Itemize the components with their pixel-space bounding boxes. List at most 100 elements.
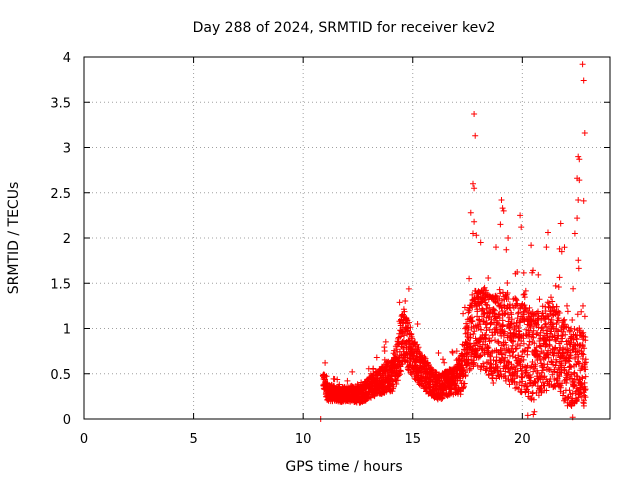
data-point bbox=[568, 402, 574, 408]
data-point bbox=[539, 310, 546, 317]
data-point bbox=[517, 358, 524, 365]
data-point bbox=[580, 197, 587, 204]
data-point bbox=[499, 351, 506, 358]
data-point bbox=[556, 310, 563, 316]
data-point bbox=[462, 372, 469, 379]
data-point bbox=[397, 333, 404, 340]
y-tick-label: 2.5 bbox=[50, 187, 71, 202]
data-point bbox=[532, 379, 539, 386]
data-point bbox=[576, 360, 583, 367]
data-point bbox=[525, 333, 532, 340]
data-point bbox=[557, 369, 564, 376]
data-point bbox=[582, 394, 589, 401]
axis-ticks: 0 0.5 1 1.5 2 2.5 3 3.5 4 0 5 10 15 20 bbox=[50, 51, 610, 447]
data-point bbox=[507, 352, 513, 359]
data-point bbox=[575, 394, 582, 401]
data-point bbox=[449, 348, 456, 355]
data-point bbox=[532, 363, 539, 370]
data-point bbox=[477, 353, 483, 360]
data-point bbox=[545, 354, 552, 361]
data-point bbox=[480, 318, 487, 325]
data-point bbox=[492, 292, 499, 299]
data-point bbox=[533, 344, 540, 351]
data-point bbox=[541, 373, 548, 380]
y-tick-label: 0 bbox=[63, 413, 71, 428]
data-point bbox=[402, 340, 409, 347]
data-point bbox=[515, 310, 521, 317]
data-point bbox=[449, 349, 456, 356]
data-point bbox=[571, 230, 578, 237]
data-point bbox=[322, 359, 329, 366]
data-point bbox=[373, 354, 380, 361]
x-tick-label: 0 bbox=[80, 432, 88, 447]
data-point bbox=[513, 345, 520, 352]
data-point bbox=[540, 327, 547, 334]
data-point bbox=[514, 368, 521, 375]
data-point bbox=[480, 363, 487, 370]
data-point bbox=[528, 374, 534, 381]
data-point bbox=[575, 153, 582, 160]
data-point bbox=[566, 387, 573, 394]
data-point bbox=[520, 340, 527, 347]
data-point bbox=[556, 373, 563, 380]
data-point bbox=[578, 308, 585, 315]
data-points bbox=[317, 61, 589, 422]
data-point bbox=[524, 383, 531, 390]
data-point bbox=[557, 220, 564, 227]
data-point bbox=[531, 408, 538, 415]
data-point bbox=[565, 324, 572, 331]
data-point bbox=[537, 356, 544, 363]
data-point bbox=[477, 352, 484, 359]
data-point bbox=[562, 331, 569, 338]
chart-title: Day 288 of 2024, SRMTID for receiver kev… bbox=[193, 20, 496, 36]
data-point bbox=[490, 380, 497, 386]
data-point bbox=[568, 364, 575, 370]
data-point bbox=[461, 304, 468, 311]
data-point bbox=[526, 304, 533, 311]
y-tick-label: 3 bbox=[63, 142, 71, 157]
data-point bbox=[506, 314, 513, 321]
data-point bbox=[517, 212, 524, 219]
data-point bbox=[514, 269, 521, 275]
data-point bbox=[580, 402, 587, 409]
data-point bbox=[501, 328, 508, 335]
data-point bbox=[553, 303, 560, 310]
data-point bbox=[500, 321, 507, 328]
data-point bbox=[564, 308, 571, 315]
data-point bbox=[401, 308, 408, 315]
data-point bbox=[582, 337, 589, 344]
data-point bbox=[441, 359, 448, 366]
data-point bbox=[558, 248, 565, 255]
data-point bbox=[546, 343, 553, 349]
data-point bbox=[486, 304, 493, 311]
data-point bbox=[407, 324, 414, 331]
data-point bbox=[487, 353, 494, 360]
data-point bbox=[576, 390, 583, 396]
data-point bbox=[466, 367, 473, 373]
data-point bbox=[479, 306, 486, 313]
data-point bbox=[522, 287, 529, 294]
data-point bbox=[509, 349, 516, 356]
data-point bbox=[513, 297, 520, 304]
data-point bbox=[531, 340, 538, 347]
data-point bbox=[483, 305, 490, 312]
data-point bbox=[396, 299, 403, 306]
data-point bbox=[562, 321, 568, 328]
data-point bbox=[567, 371, 574, 378]
data-point bbox=[469, 318, 476, 325]
data-point bbox=[564, 302, 570, 309]
data-point bbox=[503, 246, 510, 253]
data-point bbox=[548, 294, 554, 301]
data-point bbox=[396, 355, 403, 362]
data-point bbox=[526, 338, 533, 345]
data-point bbox=[493, 244, 499, 251]
data-point bbox=[579, 350, 586, 357]
data-point bbox=[349, 368, 356, 375]
data-point bbox=[567, 349, 574, 356]
data-point bbox=[575, 265, 582, 272]
data-point bbox=[550, 320, 556, 326]
data-point bbox=[555, 284, 562, 290]
data-point bbox=[506, 381, 513, 388]
data-point bbox=[544, 299, 551, 306]
data-point bbox=[514, 301, 521, 308]
